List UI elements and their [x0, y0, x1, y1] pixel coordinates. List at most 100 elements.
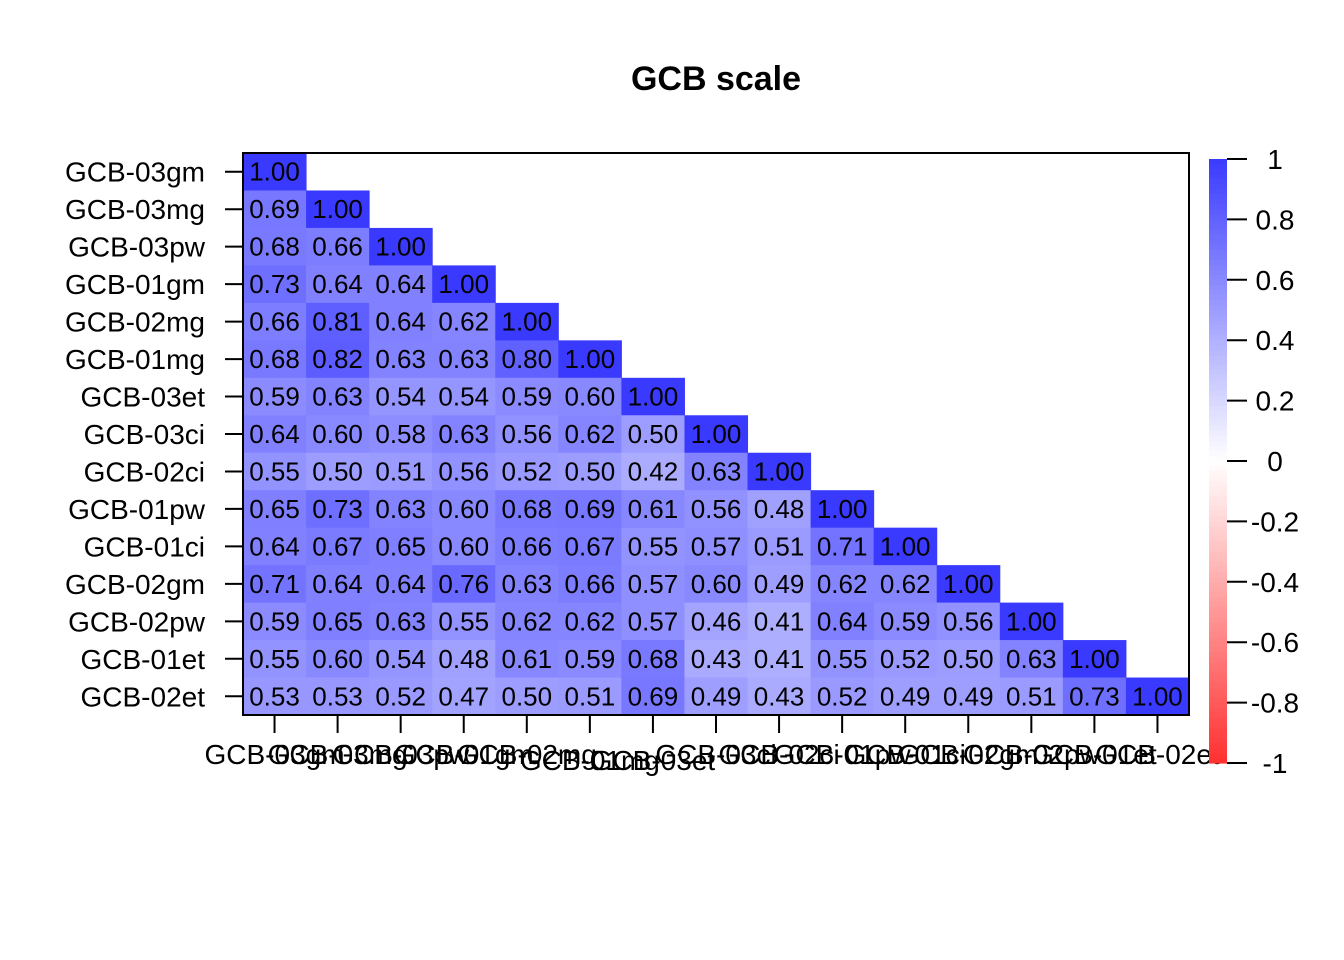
cell-value-label: 0.59	[880, 606, 931, 636]
heatmap-cell	[243, 452, 307, 491]
row-label: GCB-01ci	[84, 531, 205, 562]
legend-gradient-step	[1209, 365, 1227, 371]
row-label: GCB-03ci	[84, 419, 205, 450]
legend-tick-label: 0	[1267, 446, 1283, 477]
legend-gradient-step	[1209, 279, 1227, 286]
legend-gradient-step	[1209, 612, 1227, 618]
heatmap-cell	[936, 602, 1001, 641]
column-label: GCB-01gm	[394, 739, 534, 770]
heatmap-cell	[621, 602, 685, 641]
legend-gradient-step	[1209, 717, 1227, 724]
cell-value-label: 1.00	[249, 157, 300, 187]
legend-gradient-step	[1209, 556, 1227, 563]
column-label: GCB-01ci	[845, 739, 966, 770]
heatmap-cell	[432, 452, 496, 491]
cell-value-label: 1.00	[1069, 644, 1120, 674]
cell-value-label: 0.50	[565, 456, 616, 486]
legend-tick-label: -0.6	[1251, 627, 1299, 658]
legend-gradient-step	[1209, 445, 1227, 452]
cell-value-label: 1.00	[438, 269, 489, 299]
heatmap-cell	[306, 602, 370, 641]
heatmap-cell	[306, 190, 370, 229]
legend-tick-label: 0.6	[1256, 265, 1295, 296]
legend-gradient-step	[1209, 430, 1227, 437]
cell-value-label: 0.63	[375, 344, 426, 374]
heatmap-cell	[747, 527, 812, 566]
row-label: GCB-02pw	[68, 606, 206, 637]
legend-gradient-step	[1209, 571, 1227, 578]
cell-value-label: 0.57	[628, 569, 679, 599]
cell-value-label: 0.62	[880, 569, 931, 599]
legend-gradient-step	[1209, 415, 1227, 422]
legend-gradient-step	[1209, 757, 1227, 764]
cell-value-label: 0.60	[312, 419, 363, 449]
heatmap-cell	[243, 190, 307, 229]
heatmap-cell	[936, 640, 1001, 679]
cell-value-label: 0.82	[312, 344, 363, 374]
cell-value-label: 1.00	[754, 456, 805, 486]
legend-gradient-step	[1209, 637, 1227, 643]
cell-value-label: 0.68	[249, 344, 300, 374]
legend-gradient-step	[1209, 239, 1227, 246]
heatmap-cell	[684, 452, 749, 491]
row-labels: GCB-03gm GCB-03mg GCB-03pw GCB-01gm GCB-02mg…	[65, 157, 243, 712]
heatmap-cell	[306, 302, 370, 341]
legend-gradient-step	[1209, 274, 1227, 281]
legend-gradient-step	[1209, 586, 1227, 593]
legend-gradient-step	[1209, 214, 1227, 220]
column-label: GCB-02gm	[898, 739, 1038, 770]
legend-gradient-step	[1209, 491, 1227, 497]
legend-gradient-step	[1209, 501, 1227, 507]
legend-gradient-step	[1209, 461, 1227, 467]
legend-gradient-step	[1209, 541, 1227, 548]
legend-gradient-step	[1209, 164, 1227, 170]
legend-gradient-step	[1209, 219, 1227, 226]
heatmap-cell	[621, 677, 685, 716]
cell-value-label: 0.62	[501, 606, 552, 636]
heatmap-cell	[369, 227, 433, 266]
cell-value-label: 0.52	[817, 681, 868, 711]
legend-gradient-step	[1209, 410, 1227, 417]
legend-gradient-step	[1209, 486, 1227, 492]
heatmap-cell	[747, 452, 812, 491]
cell-value-label: 1.00	[375, 232, 426, 262]
cell-value-label: 0.63	[438, 419, 489, 449]
cell-value-label: 0.53	[312, 681, 363, 711]
legend-gradient-step	[1209, 692, 1227, 699]
heatmap-cell	[684, 565, 749, 604]
cell-value-label: 1.00	[817, 494, 868, 524]
heatmap-cell	[999, 677, 1064, 716]
legend-gradient-step	[1209, 340, 1227, 346]
cell-value-label: 0.58	[375, 419, 426, 449]
legend-gradient-step	[1209, 325, 1227, 331]
column-label: GCB-02ci	[718, 739, 839, 770]
cell-value-label: 0.60	[565, 382, 616, 412]
legend-gradient-step	[1209, 551, 1227, 558]
legend-gradient-step	[1209, 400, 1227, 407]
legend-gradient-step	[1209, 405, 1227, 412]
cell-value-label: 0.43	[754, 681, 805, 711]
heatmap-cell	[621, 640, 685, 679]
cell-value-label: 0.64	[817, 606, 868, 636]
legend-gradient-step	[1209, 159, 1227, 165]
heatmap-cell	[999, 602, 1064, 641]
heatmap-cell	[243, 527, 307, 566]
heatmap-cell	[432, 490, 496, 529]
cell-value-label: 1.00	[565, 344, 616, 374]
cell-value-label: 0.61	[628, 494, 679, 524]
legend-gradient-step	[1209, 657, 1227, 663]
legend-gradient-step	[1209, 385, 1227, 392]
heatmap-cell	[558, 415, 622, 454]
legend-gradient-step	[1209, 471, 1227, 477]
heatmap-cell	[873, 677, 938, 716]
legend-tick-label: 0.2	[1256, 386, 1295, 417]
cell-value-label: 0.59	[249, 382, 300, 412]
heatmap-cell	[306, 377, 370, 416]
legend-gradient-step	[1209, 249, 1227, 256]
legend-gradient-step	[1209, 289, 1227, 296]
legend-gradient-step	[1209, 455, 1227, 462]
heatmap-cell	[1062, 677, 1127, 716]
legend-gradient-step	[1209, 576, 1227, 583]
cell-value-label: 0.60	[691, 569, 742, 599]
heatmap-cell	[432, 377, 496, 416]
